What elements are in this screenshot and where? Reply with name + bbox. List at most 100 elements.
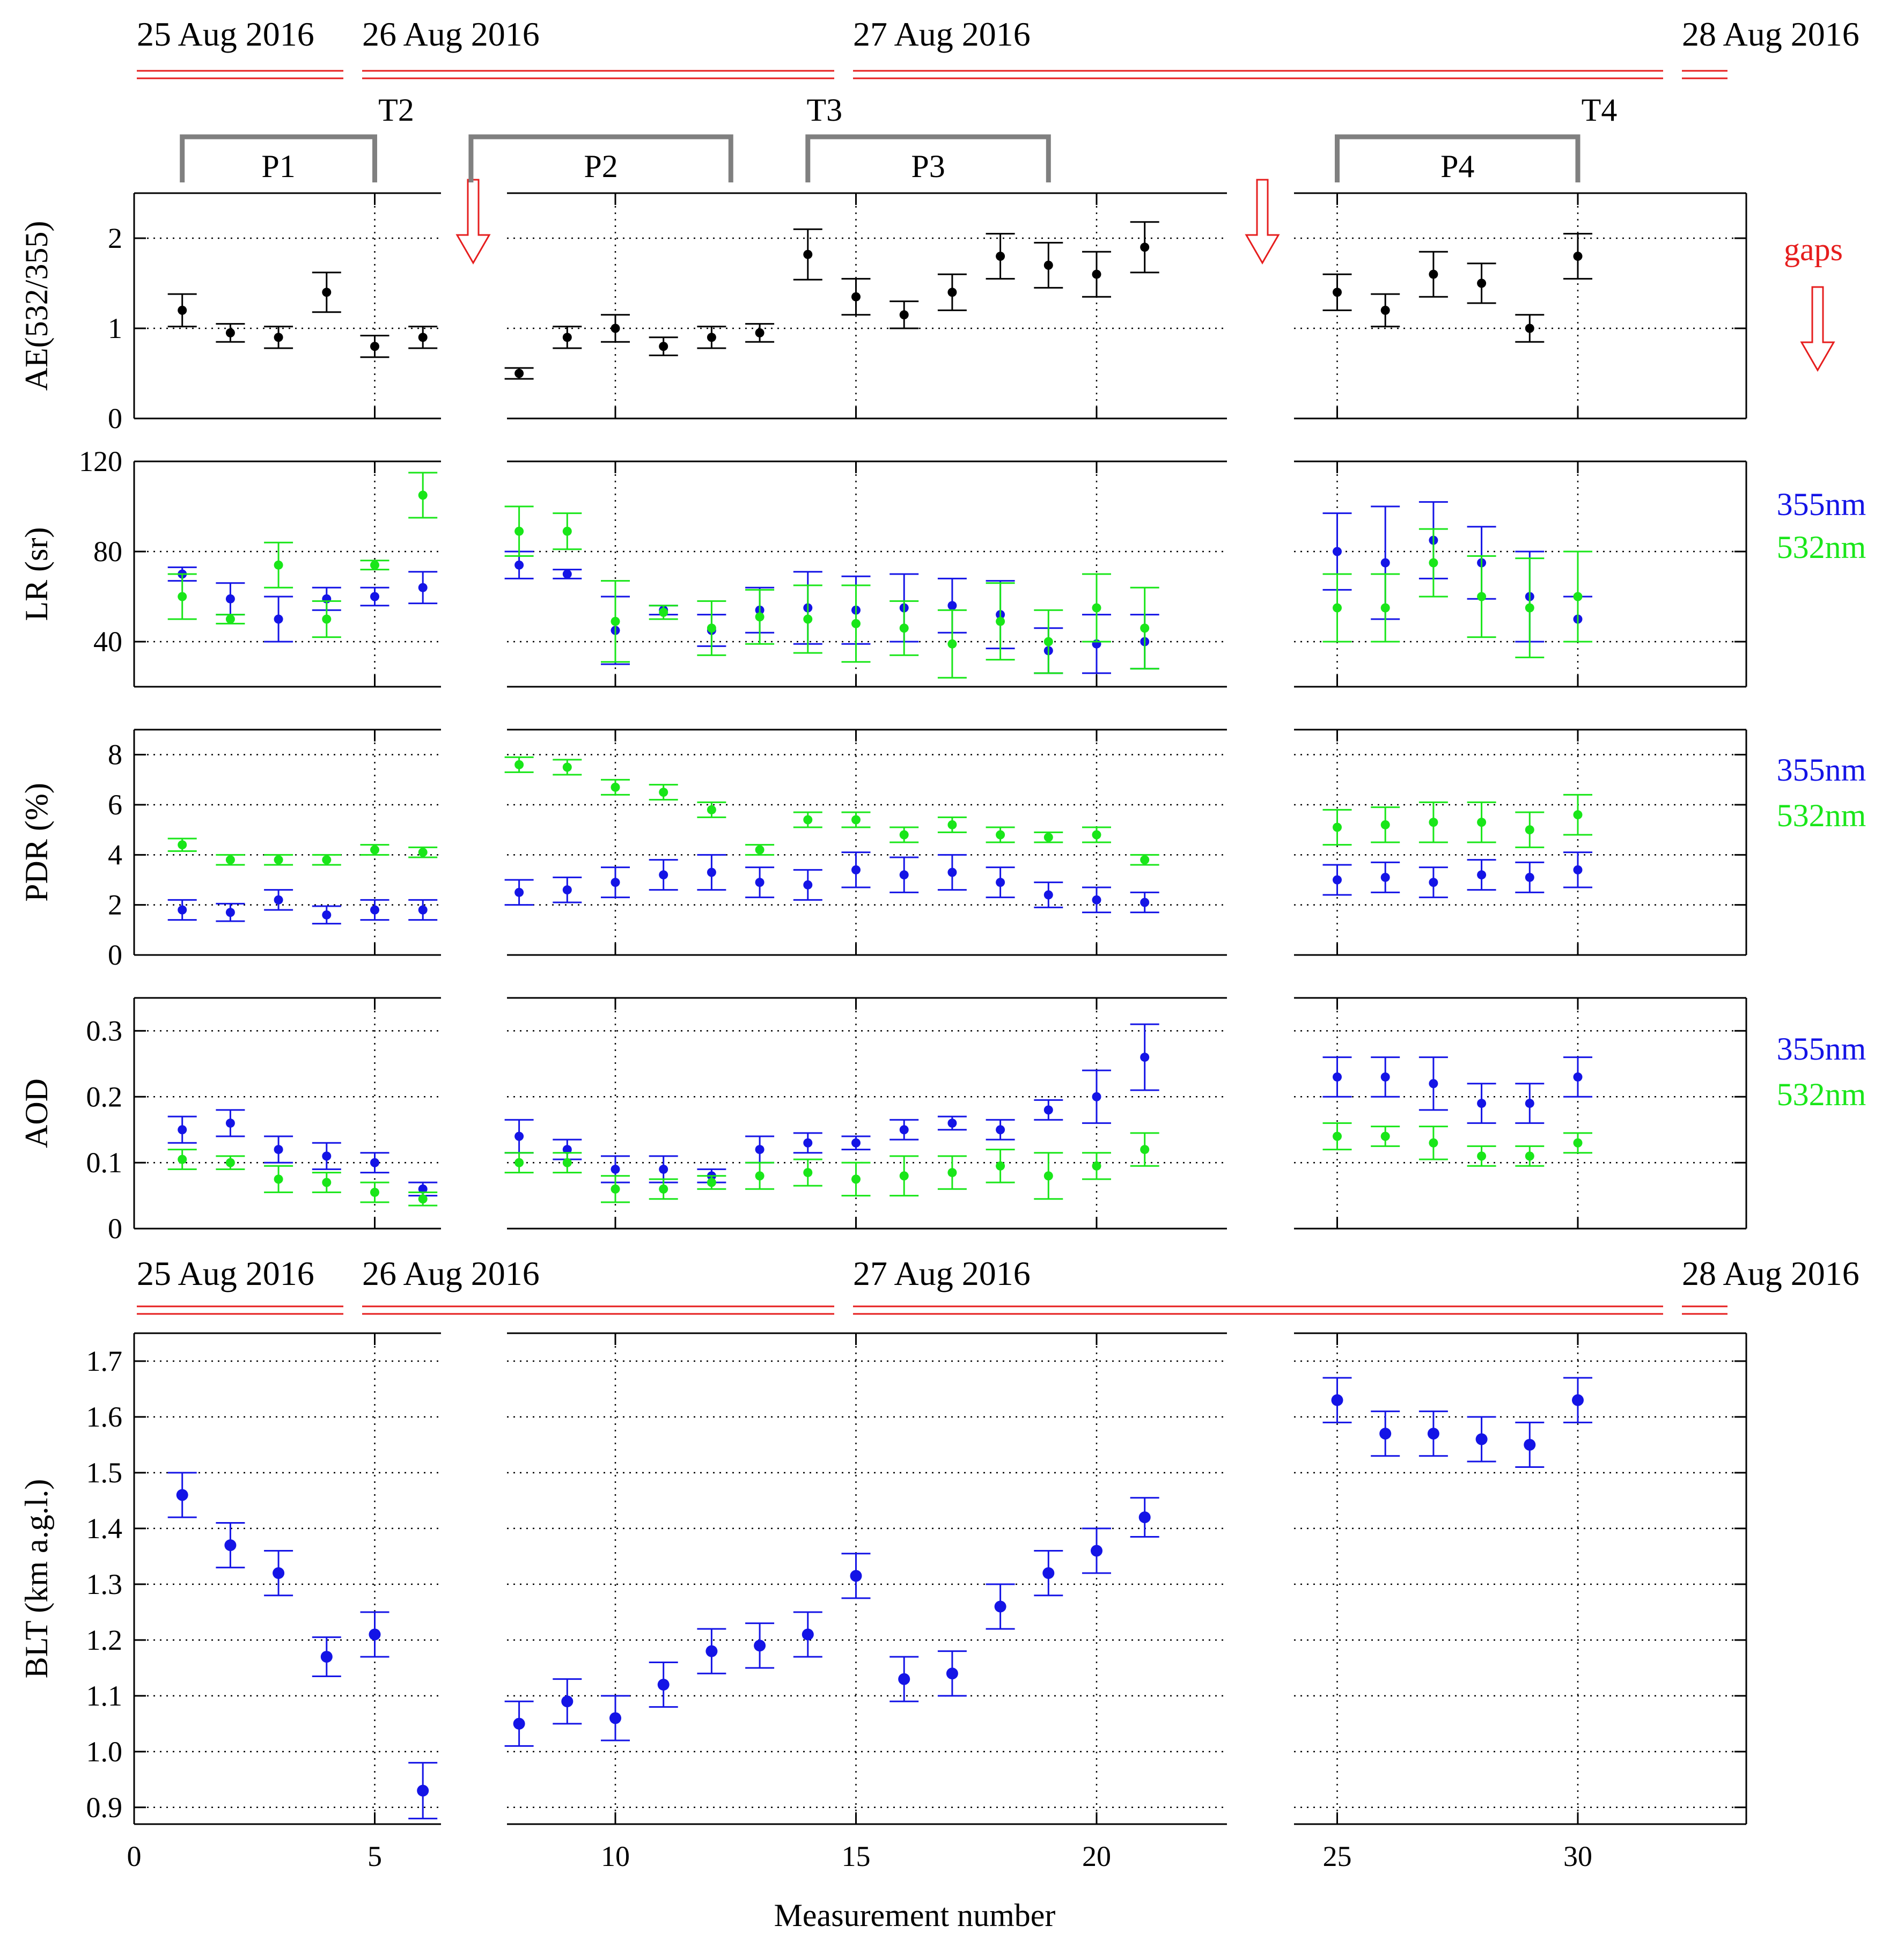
lr-355nm-point-2	[216, 582, 245, 616]
data-point	[418, 1194, 428, 1204]
aod-532nm-point-6	[408, 1191, 438, 1207]
data-point	[514, 1158, 524, 1167]
aod-355nm-point-5	[360, 1152, 389, 1174]
data-point	[802, 1628, 814, 1641]
ae-AE-point-21	[1130, 221, 1159, 274]
pdr-532nm-point-30	[1563, 793, 1592, 836]
lr-355nm-point-6	[408, 571, 438, 605]
ae-AE-point-20	[1082, 251, 1111, 298]
lr-532nm-point-9	[553, 512, 582, 550]
pdr-532nm-point-4	[312, 854, 341, 866]
data-point	[562, 1158, 572, 1167]
data-point	[899, 830, 909, 840]
data-point	[417, 1784, 429, 1797]
gaps-label: gaps	[1784, 232, 1843, 267]
blt-BLT-point-27	[1418, 1410, 1448, 1457]
data-point	[1573, 810, 1583, 820]
pdr-355nm-point-21	[1130, 891, 1159, 914]
y-tick-label-aod: 0.3	[86, 1015, 123, 1047]
event-label-T2: T2	[378, 92, 414, 128]
y-tick-label-blt: 1.4	[86, 1512, 123, 1545]
data-point	[225, 594, 235, 604]
data-point	[611, 1184, 620, 1194]
lr-532nm-point-5	[360, 560, 389, 571]
blt-segment-1	[133, 1332, 441, 1825]
blt-BLT-point-30	[1563, 1377, 1592, 1423]
gap-arrow-icon	[455, 179, 491, 265]
aod-532nm-point-17	[937, 1155, 967, 1190]
data-point	[947, 601, 957, 611]
blt-BLT-point-28	[1467, 1416, 1496, 1463]
data-point	[562, 762, 572, 772]
lr-532nm-point-11	[649, 605, 678, 620]
y-tick-label-aod: 0	[108, 1212, 122, 1245]
aod-355nm-point-28	[1467, 1083, 1496, 1124]
pdr-532nm-point-10	[601, 778, 630, 796]
x-tick-label: 15	[842, 1840, 871, 1872]
pdr-segment-3	[1294, 729, 1747, 956]
lr-532nm-point-26	[1371, 573, 1400, 643]
event-label-T4: T4	[1582, 92, 1618, 128]
data-point	[1477, 1151, 1487, 1161]
data-point	[659, 1184, 668, 1194]
data-point	[1092, 603, 1101, 613]
aod-532nm-point-16	[889, 1155, 919, 1197]
blt-segment-2	[507, 1332, 1227, 1825]
lr-532nm-point-30	[1563, 550, 1592, 643]
pdr-355nm-point-2	[216, 902, 245, 922]
ae-AE-point-29	[1515, 314, 1545, 343]
aod-532nm-point-13	[745, 1162, 775, 1190]
aod-segment-1	[133, 997, 441, 1230]
data-point	[611, 878, 620, 887]
data-point	[1524, 1438, 1536, 1451]
data-point	[418, 848, 428, 857]
data-point	[418, 905, 428, 915]
pdr-532nm-point-8	[504, 756, 534, 773]
aod-355nm-point-17	[937, 1115, 967, 1131]
date-label: 27 Aug 2016	[853, 1254, 1031, 1292]
date-label: 27 Aug 2016	[853, 15, 1031, 53]
aod-355nm-point-14	[793, 1132, 822, 1154]
y-tick-label-aod: 0.2	[86, 1081, 123, 1113]
data-point	[176, 1489, 188, 1501]
blt-BLT-point-20	[1082, 1527, 1111, 1574]
blt-BLT-point-4	[312, 1636, 341, 1677]
data-point	[1140, 1053, 1150, 1062]
ae-AE-point-26	[1371, 293, 1400, 328]
y-tick-label-pdr: 6	[108, 789, 122, 821]
aod-355nm-point-4	[312, 1142, 341, 1170]
blt-BLT-point-5	[360, 1611, 389, 1658]
lr-355nm-point-9	[553, 569, 582, 579]
ae-AE-point-25	[1322, 273, 1352, 311]
data-point	[947, 868, 957, 877]
pdr-532nm-point-25	[1322, 809, 1352, 846]
aod-532nm-point-11	[649, 1178, 678, 1200]
data-point	[1573, 252, 1583, 261]
data-point	[1333, 1131, 1342, 1141]
data-point	[947, 639, 957, 649]
data-point	[322, 288, 332, 297]
data-point	[370, 560, 379, 570]
period-bracket	[805, 134, 1051, 182]
data-point	[851, 619, 861, 628]
data-point	[899, 1125, 909, 1135]
data-point	[803, 880, 813, 890]
pdr-355nm-point-16	[889, 856, 919, 893]
aod-segment-2	[507, 997, 1227, 1230]
data-point	[1042, 1567, 1055, 1579]
ae-AE-point-15	[841, 278, 871, 316]
lr-532nm-point-14	[793, 584, 822, 654]
data-point	[996, 878, 1005, 887]
blt-BLT-point-11	[649, 1661, 678, 1708]
period-label-P3: P3	[911, 149, 945, 184]
blt-BLT-point-13	[745, 1622, 775, 1669]
blt-BLT-point-8	[504, 1700, 534, 1747]
aod-532nm-point-18	[986, 1149, 1015, 1184]
data-point	[1092, 1161, 1101, 1171]
y-tick-label-blt: 1.2	[86, 1624, 123, 1656]
period-label-P4: P4	[1440, 149, 1474, 184]
data-point	[1429, 558, 1438, 568]
ae-AE-point-27	[1418, 251, 1448, 298]
y-tick-label-blt: 1.7	[86, 1345, 123, 1377]
data-point	[707, 868, 716, 877]
